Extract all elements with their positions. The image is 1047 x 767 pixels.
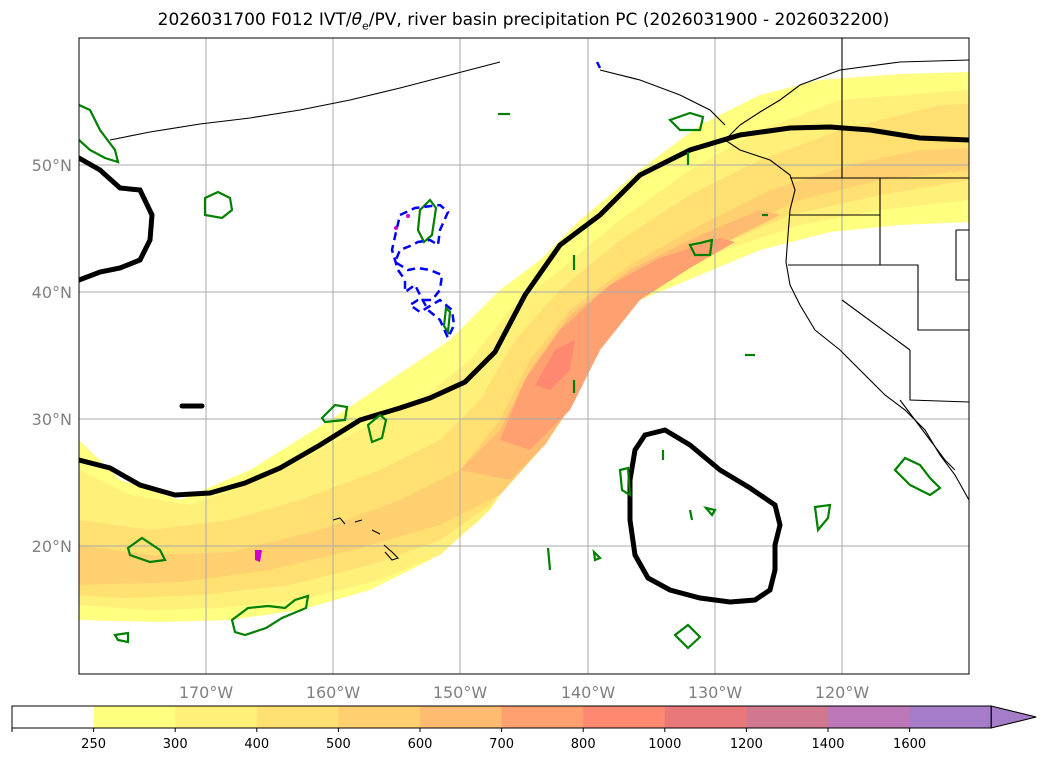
hawaii-islands [332,517,400,561]
figure-title: 2026031700 F012 IVT/θe/PV, river basin p… [157,10,890,33]
aleutian-chain [109,61,501,141]
pv-contour-23 [442,305,452,336]
pv-contour-13 [893,456,942,497]
colorbar-tick-label: 1400 [811,737,844,752]
precip-markers [255,214,410,562]
lon-label: 170°W [179,683,234,702]
ivt-700-contour [500,238,735,450]
lon-label: 160°W [306,683,361,702]
lat-label: 20°N [32,537,72,556]
colorbar-tick-label: 800 [571,737,596,752]
colorbar-tick-label: 1200 [730,737,763,752]
pv-contour-5 [416,198,438,244]
ivt-filled-contours [79,72,969,622]
colorbar-segment [746,706,829,728]
thetae-closed-low-contour [627,427,783,605]
pv-contour-22 [703,506,717,517]
precip-marker-1 [255,550,262,562]
baja-california [899,399,956,471]
alaska-coastline [599,69,726,126]
colorbar-tick-label: 700 [489,737,514,752]
colorbar-segment [12,706,95,728]
pv-contour-21 [688,509,694,521]
pv-contour-14 [813,503,832,533]
pv-contours [79,103,942,650]
thetae-contours [79,124,969,605]
colorbar-tick-label: 1600 [893,737,926,752]
thetae-west-contour [79,155,155,283]
colorbar-segment [256,706,339,728]
colorbar-tick-label: 250 [81,737,106,752]
pv-contour-3 [320,403,349,424]
pv-contour-11 [618,466,632,498]
pv-contour-16 [592,548,602,562]
pv-contour-7 [230,594,310,637]
state-border-3 [880,264,969,331]
pv-contour-10 [688,238,714,257]
negative-pv-small [595,61,602,69]
colorbar-tick-label: 400 [244,737,269,752]
lon-label: 150°W [433,683,488,702]
colorbar-segment [501,706,584,728]
colorbar-segment [583,706,666,728]
colorbar: 250 300 400 500 600 700 800 1000 1200 1400 1600 [11,705,1037,752]
colorbar-segment [909,706,992,728]
longitude-labels: 170°W 160°W 150°W 140°W 130°W 120°W [179,683,870,702]
pv-contour-6 [126,536,167,564]
negative-pv-contours [390,61,602,342]
state-border-4 [841,299,911,351]
colorbar-segment [338,706,421,728]
pv-contour-9 [667,111,705,132]
precip-marker-2 [406,214,410,218]
latitude-labels: 50°N 40°N 30°N 20°N [32,156,72,556]
colorbar-tick-label: 600 [408,737,433,752]
lat-label: 50°N [32,156,72,175]
colorbar-tick-label: 500 [326,737,351,752]
colorbar-segment [175,706,258,728]
state-border-5 [909,350,969,403]
lon-label: 120°W [815,683,870,702]
colorbar-tick-label: 1000 [648,737,681,752]
pv-contour-8 [113,631,130,644]
lat-label: 40°N [32,283,72,302]
colorbar-segment [664,706,747,728]
pv-contour-2 [203,190,234,220]
ivt-800-contour [535,340,575,390]
colorbar-segment [420,706,503,728]
colorbar-extend-arrow [990,705,1037,729]
coastlines [109,38,969,561]
pv-contour-12 [673,623,702,650]
lon-label: 130°W [688,683,743,702]
pv-contour-1 [79,103,120,164]
lat-label: 30°N [32,410,72,429]
north-america-coastline [724,59,969,501]
lon-label: 140°W [561,683,616,702]
state-border-7 [955,229,969,281]
colorbar-segment [828,706,911,728]
colorbar-segment [93,706,176,728]
colorbar-tick-label: 300 [163,737,188,752]
pv-contour-15 [546,547,552,571]
negative-pv-contour [390,203,456,342]
thetae-main-contour [79,124,969,498]
map-frame [78,37,970,675]
precip-marker-3 [394,226,398,230]
pv-contour-4 [366,413,388,444]
